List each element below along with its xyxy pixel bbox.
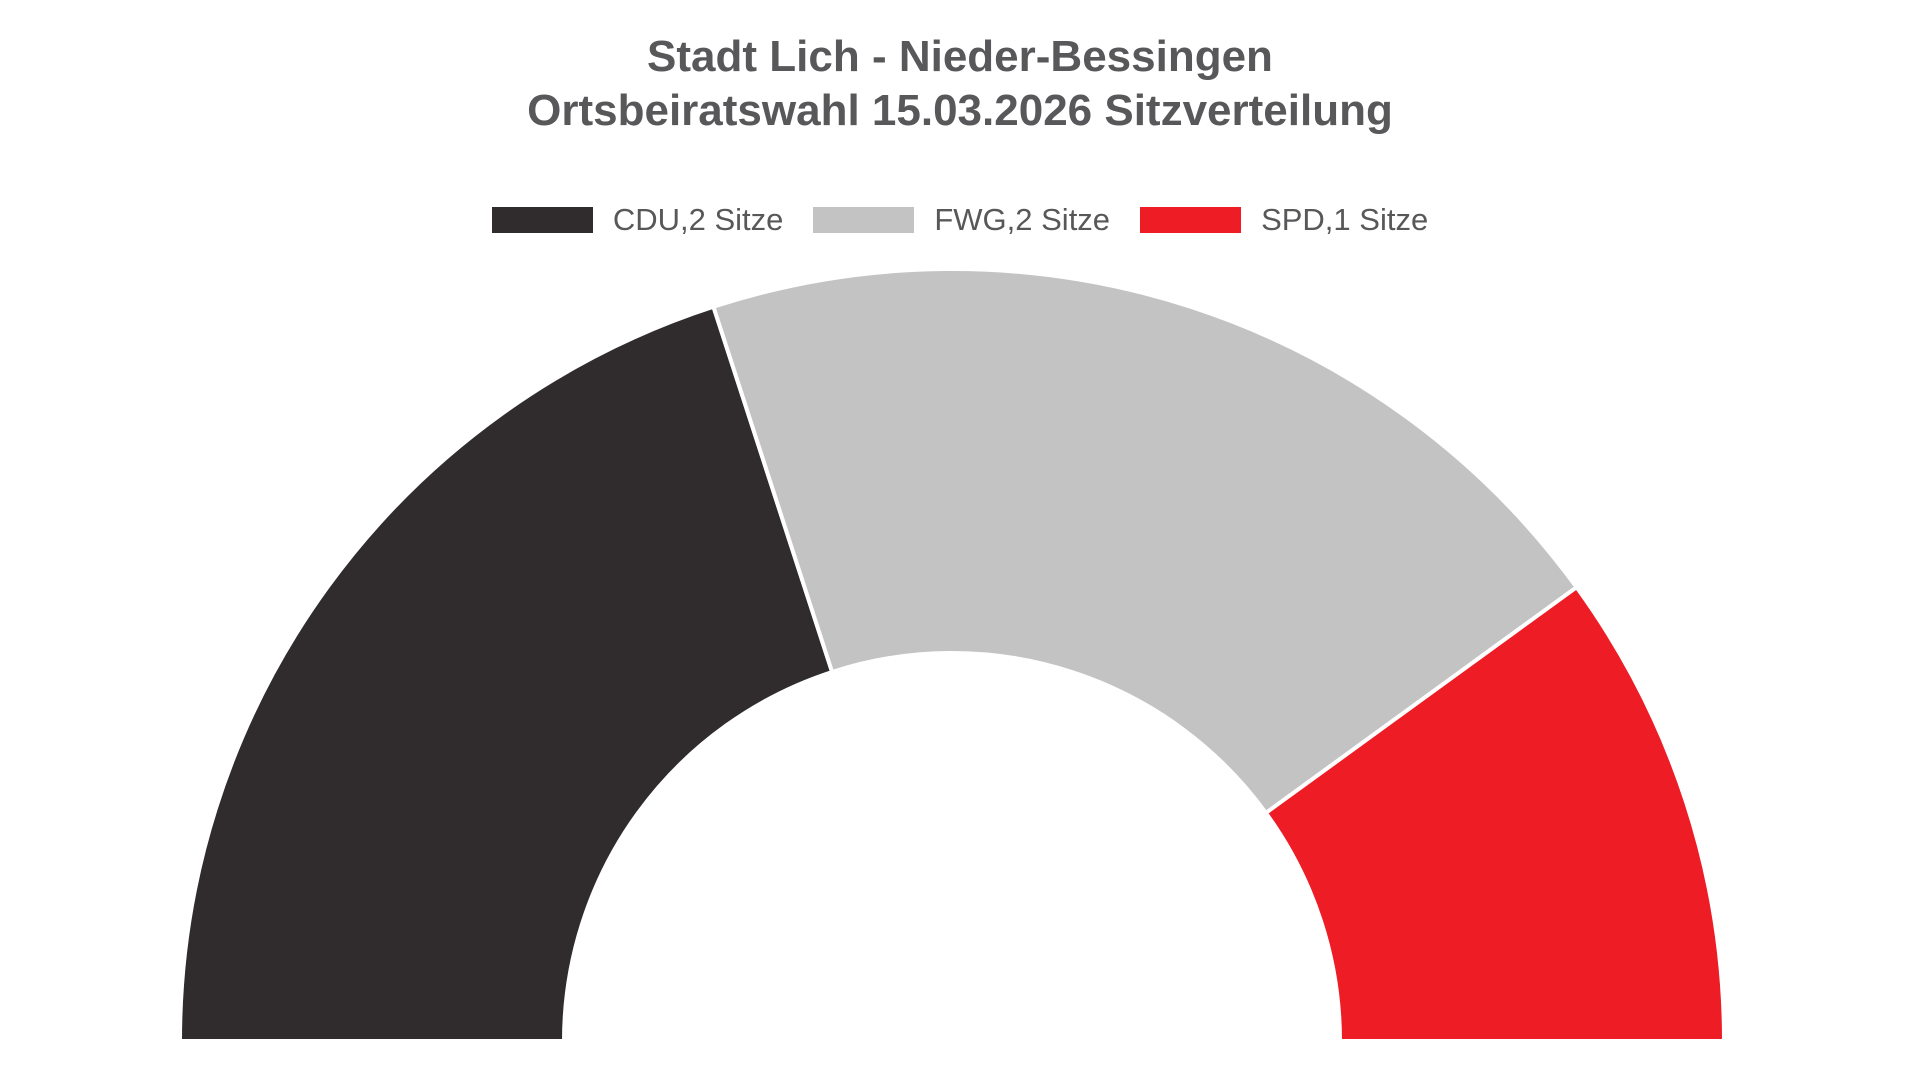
donut-wedge-cdu <box>178 304 835 1043</box>
chart-title-line2: Ortsbeiratswahl 15.03.2026 Sitzverteilun… <box>527 85 1393 135</box>
legend-item-fwg: FWG,2 Sitze <box>813 202 1110 238</box>
legend-label-spd: SPD,1 Sitze <box>1261 202 1429 237</box>
chart-legend: CDU,2 Sitze FWG,2 Sitze SPD,1 Sitze <box>0 202 1920 238</box>
chart-title-line1: Stadt Lich - Nieder-Bessingen <box>647 32 1273 81</box>
legend-label-fwg: FWG,2 Sitze <box>934 202 1111 237</box>
donut-wedge-spd <box>1263 585 1726 1043</box>
legend-item-spd: SPD,1 Sitze <box>1140 202 1428 238</box>
chart-title: Stadt Lich - Nieder-Bessingen Ortsbeirat… <box>0 30 1920 137</box>
legend-swatch-fwg <box>813 207 915 233</box>
legend-item-cdu: CDU,2 Sitze <box>491 202 784 238</box>
legend-swatch-spd <box>1140 207 1242 233</box>
donut-wedge-fwg <box>711 267 1579 815</box>
legend-label-cdu: CDU,2 Sitze <box>612 202 784 237</box>
legend-swatch-cdu <box>491 207 593 233</box>
